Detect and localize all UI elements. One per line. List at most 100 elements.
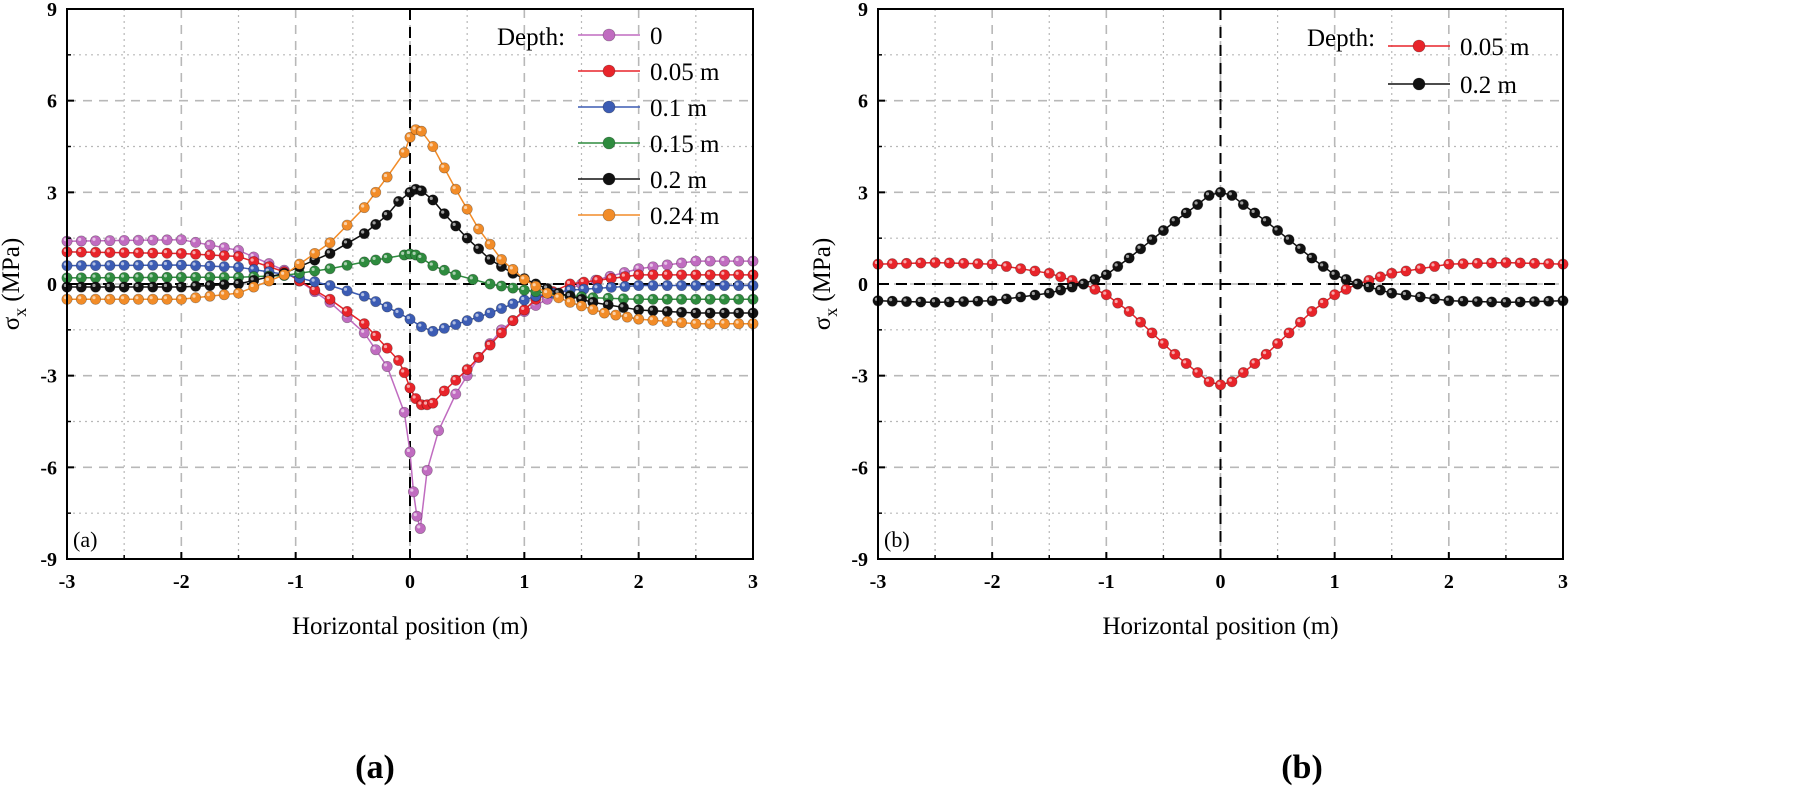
data-point <box>1000 293 1012 305</box>
data-point-highlight <box>178 296 182 300</box>
data-point <box>450 183 462 195</box>
data-point <box>1363 281 1375 293</box>
data-point <box>1055 271 1067 283</box>
data-point-highlight <box>441 387 445 391</box>
data-point <box>564 296 576 308</box>
data-point <box>438 385 450 397</box>
data-point-highlight <box>589 299 593 303</box>
data-point-highlight <box>635 265 639 269</box>
data-point <box>450 318 462 330</box>
data-point <box>1340 283 1352 295</box>
data-point-highlight <box>1516 298 1521 302</box>
data-point <box>1180 357 1192 369</box>
data-point <box>1317 260 1329 272</box>
series-line <box>67 128 753 325</box>
data-point <box>358 202 370 214</box>
data-point <box>1123 305 1135 317</box>
data-point-highlight <box>429 262 433 266</box>
data-point <box>518 294 530 306</box>
data-point-highlight <box>265 277 269 281</box>
data-point-highlight <box>250 258 254 262</box>
data-point-highlight <box>706 282 711 286</box>
data-point-highlight <box>1320 299 1324 304</box>
data-point <box>370 218 382 230</box>
data-point-highlight <box>326 296 330 300</box>
data-point-highlight <box>608 284 612 288</box>
data-point <box>324 280 336 292</box>
data-point-highlight <box>580 285 584 290</box>
data-point-highlight <box>406 250 410 255</box>
data-point-highlight <box>135 296 139 300</box>
data-point <box>553 292 565 304</box>
data-point <box>929 296 941 308</box>
data-point-highlight <box>361 293 365 297</box>
data-point <box>450 220 462 232</box>
legend-label: 0.05 m <box>650 59 720 86</box>
data-point <box>676 257 688 269</box>
data-point-highlight <box>452 377 456 381</box>
data-point-highlight <box>206 251 210 255</box>
ticks-b: -3 -2 -1 0 1 2 3 -9 -6 -3 0 3 6 9 <box>851 0 1568 593</box>
data-point <box>1192 367 1204 379</box>
data-point <box>118 247 130 259</box>
data-point-highlight <box>149 249 153 254</box>
data-point-highlight <box>192 239 196 243</box>
data-point-highlight <box>692 320 696 324</box>
y-tick-label: -3 <box>40 366 57 388</box>
data-point-highlight <box>974 260 978 264</box>
data-point <box>704 255 716 267</box>
data-point-highlight <box>221 244 225 248</box>
data-point-highlight <box>664 318 668 322</box>
data-point <box>398 406 410 418</box>
data-point-highlight <box>1017 265 1021 269</box>
data-point <box>661 315 673 327</box>
data-point <box>1100 269 1112 281</box>
data-point-highlight <box>960 260 964 264</box>
data-point <box>147 281 159 293</box>
data-point <box>104 235 116 247</box>
chart-panel-b: -3 -2 -1 0 1 2 3 -9 -6 -3 0 3 6 9 Depth: 0.05 m 0.2 m (… <box>809 0 1569 640</box>
data-point-highlight <box>452 390 456 394</box>
data-point <box>358 256 370 268</box>
data-point <box>718 307 730 319</box>
data-point-highlight <box>1003 295 1007 299</box>
data-point-highlight <box>988 260 993 265</box>
data-point <box>75 246 87 258</box>
data-point <box>1260 348 1272 360</box>
data-point <box>704 293 716 305</box>
data-point <box>398 367 410 379</box>
data-point-highlight <box>192 274 196 278</box>
data-point <box>1486 257 1498 269</box>
data-point-highlight <box>281 271 285 275</box>
data-point <box>704 269 716 281</box>
data-point <box>190 248 202 260</box>
data-point-highlight <box>235 280 239 284</box>
data-point <box>190 260 202 272</box>
data-point-highlight <box>372 346 376 350</box>
data-point <box>218 261 230 273</box>
data-point <box>1374 271 1386 283</box>
data-point <box>467 273 479 285</box>
data-point <box>411 510 423 522</box>
data-point <box>704 280 716 292</box>
data-point-highlight <box>635 315 639 320</box>
data-point <box>1352 278 1364 290</box>
data-point-highlight <box>621 283 625 287</box>
data-point-highlight <box>250 283 254 288</box>
data-point-highlight <box>395 309 399 314</box>
data-point <box>1237 367 1249 379</box>
data-point <box>1260 215 1272 227</box>
data-point <box>619 280 631 292</box>
data-point <box>915 257 927 269</box>
data-point <box>414 522 426 534</box>
data-point <box>450 269 462 281</box>
data-point-highlight <box>566 299 571 303</box>
data-point-highlight <box>566 293 571 297</box>
data-point <box>495 327 507 339</box>
data-point-highlight <box>406 315 410 320</box>
data-point <box>633 269 645 281</box>
data-point <box>393 196 405 208</box>
data-point <box>132 247 144 259</box>
panel-label-b: (b) <box>884 527 910 552</box>
